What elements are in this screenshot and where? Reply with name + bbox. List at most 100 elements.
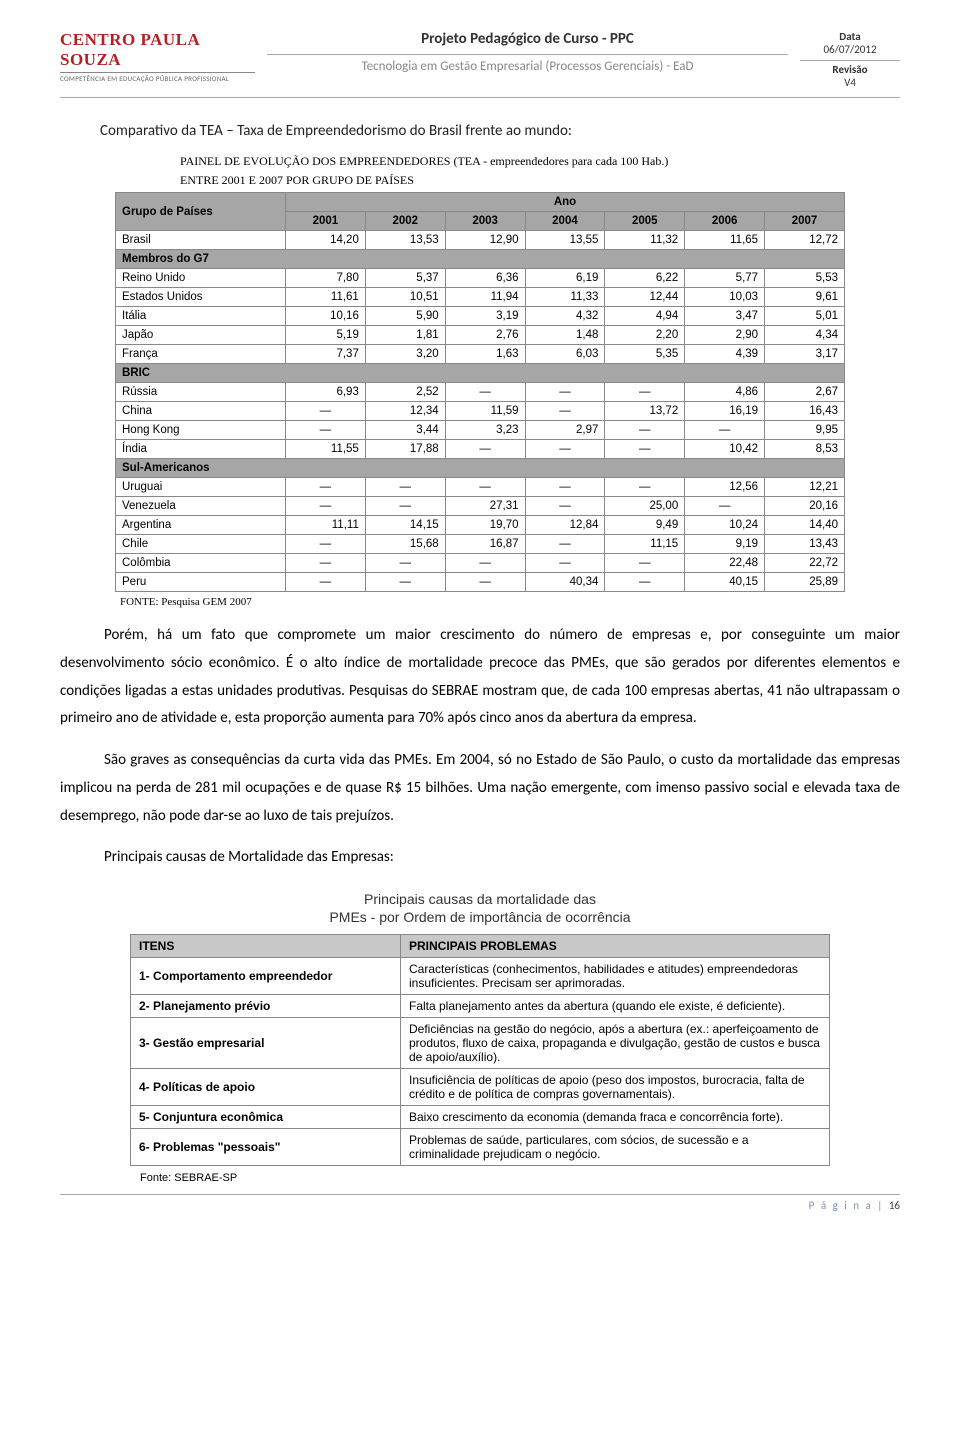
- footer-page-word: P á g i n a: [809, 1199, 873, 1212]
- data-cell: —: [525, 535, 605, 554]
- data-cell: 14,40: [765, 516, 845, 535]
- data-cell: 11,32: [605, 231, 685, 250]
- data-cell: —: [445, 383, 525, 402]
- data-cell: 11,55: [286, 440, 366, 459]
- data-cell: 9,49: [605, 516, 685, 535]
- data-cell: —: [605, 573, 685, 592]
- data-cell: 1,63: [445, 345, 525, 364]
- data-cell: —: [286, 535, 366, 554]
- data-cell: —: [525, 402, 605, 421]
- header-center: Projeto Pedagógico de Curso - PPC Tecnol…: [267, 30, 788, 74]
- t2-item: 6- Problemas "pessoais": [131, 1129, 401, 1166]
- data-cell: —: [605, 421, 685, 440]
- page-footer: P á g i n a | 16: [60, 1194, 900, 1212]
- data-cell: 12,44: [605, 288, 685, 307]
- data-cell: 6,19: [525, 269, 605, 288]
- year-header: 2002: [365, 212, 445, 231]
- data-cell: 40,34: [525, 573, 605, 592]
- data-cell: 6,22: [605, 269, 685, 288]
- year-header: 2006: [685, 212, 765, 231]
- data-cell: —: [286, 421, 366, 440]
- data-cell: 10,51: [365, 288, 445, 307]
- country-label: Hong Kong: [116, 421, 286, 440]
- year-header: 2007: [765, 212, 845, 231]
- t2-prob: Falta planejamento antes da abertura (qu…: [401, 995, 830, 1018]
- country-label: Colômbia: [116, 554, 286, 573]
- data-cell: 9,61: [765, 288, 845, 307]
- data-cell: 19,70: [445, 516, 525, 535]
- data-cell: 22,48: [685, 554, 765, 573]
- country-label: Uruguai: [116, 478, 286, 497]
- data-cell: 2,20: [605, 326, 685, 345]
- group-row: BRIC: [116, 364, 845, 383]
- data-cell: —: [445, 478, 525, 497]
- data-cell: 9,95: [765, 421, 845, 440]
- data-cell: 11,33: [525, 288, 605, 307]
- country-label: Chile: [116, 535, 286, 554]
- data-cell: 14,15: [365, 516, 445, 535]
- data-cell: 11,65: [685, 231, 765, 250]
- data-cell: 3,19: [445, 307, 525, 326]
- data-cell: 2,97: [525, 421, 605, 440]
- table2-fonte: Fonte: SEBRAE-SP: [140, 1172, 900, 1184]
- doc-title: Projeto Pedagógico de Curso - PPC: [267, 30, 788, 48]
- data-cell: 5,35: [605, 345, 685, 364]
- year-span-header: Ano: [286, 193, 845, 212]
- t2-item: 3- Gestão empresarial: [131, 1018, 401, 1069]
- year-header: 2005: [605, 212, 685, 231]
- country-label: China: [116, 402, 286, 421]
- country-label: Reino Unido: [116, 269, 286, 288]
- country-label: Estados Unidos: [116, 288, 286, 307]
- data-cell: 25,00: [605, 497, 685, 516]
- header-meta: Data 06/07/2012 Revisão V4: [800, 30, 900, 93]
- data-cell: 3,47: [685, 307, 765, 326]
- data-cell: —: [605, 440, 685, 459]
- data-cell: —: [286, 554, 366, 573]
- data-cell: 16,87: [445, 535, 525, 554]
- data-cell: 14,20: [286, 231, 366, 250]
- data-cell: —: [525, 383, 605, 402]
- data-cell: —: [525, 478, 605, 497]
- data-cell: —: [445, 554, 525, 573]
- doc-subtitle: Tecnologia em Gestão Empresarial (Proces…: [267, 59, 788, 74]
- page-header: CENTRO PAULA SOUZA COMPETÊNCIA EM EDUCAÇ…: [60, 30, 900, 98]
- country-label: França: [116, 345, 286, 364]
- data-cell: 2,90: [685, 326, 765, 345]
- group-row: Membros do G7: [116, 250, 845, 269]
- country-label: Índia: [116, 440, 286, 459]
- year-header: 2001: [286, 212, 366, 231]
- data-cell: 13,55: [525, 231, 605, 250]
- data-cell: 12,56: [685, 478, 765, 497]
- data-cell: —: [445, 573, 525, 592]
- t2-header-item: ITENS: [131, 935, 401, 958]
- data-cell: 1,48: [525, 326, 605, 345]
- data-cell: —: [685, 497, 765, 516]
- data-cell: —: [605, 554, 685, 573]
- logo: CENTRO PAULA SOUZA COMPETÊNCIA EM EDUCAÇ…: [60, 30, 255, 83]
- data-cell: —: [365, 478, 445, 497]
- t2-item: 1- Comportamento empreendedor: [131, 958, 401, 995]
- country-label: Venezuela: [116, 497, 286, 516]
- tea-table: Grupo de PaísesAno2001200220032004200520…: [115, 192, 845, 592]
- data-cell: 5,53: [765, 269, 845, 288]
- panel-caption-1: PAINEL DE EVOLUÇÃO DOS EMPREENDEDORES (T…: [180, 154, 900, 169]
- t2-prob: Deficiências na gestão do negócio, após …: [401, 1018, 830, 1069]
- data-cell: —: [365, 573, 445, 592]
- data-label: Data: [800, 30, 900, 43]
- data-cell: —: [365, 497, 445, 516]
- t2-prob: Características (conhecimentos, habilida…: [401, 958, 830, 995]
- data-cell: 25,89: [765, 573, 845, 592]
- data-cell: —: [605, 478, 685, 497]
- table2-title-1: Principais causas da mortalidade das: [364, 891, 596, 907]
- data-cell: 5,01: [765, 307, 845, 326]
- data-cell: 10,42: [685, 440, 765, 459]
- t2-item: 2- Planejamento prévio: [131, 995, 401, 1018]
- footer-num: 16: [889, 1199, 900, 1212]
- t2-header-prob: PRINCIPAIS PROBLEMAS: [401, 935, 830, 958]
- data-cell: —: [286, 402, 366, 421]
- table2-title: Principais causas da mortalidade das PME…: [60, 890, 900, 926]
- data-cell: 27,31: [445, 497, 525, 516]
- data-cell: 16,19: [685, 402, 765, 421]
- t2-item: 5- Conjuntura econômica: [131, 1106, 401, 1129]
- data-cell: 10,16: [286, 307, 366, 326]
